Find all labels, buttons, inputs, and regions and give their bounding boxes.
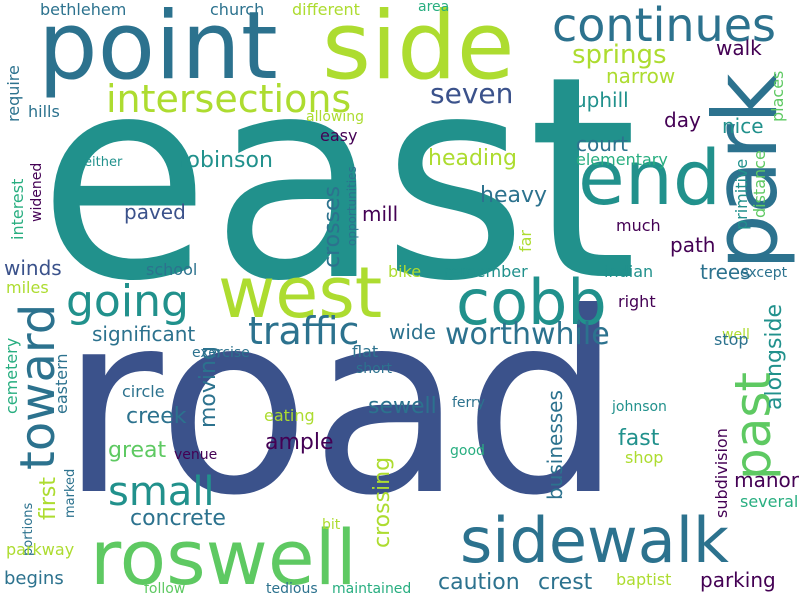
word-businesses: businesses <box>543 390 567 500</box>
word-except: except <box>740 265 788 281</box>
word-much: much <box>616 216 661 235</box>
word-significant: significant <box>92 322 196 346</box>
word-creek: creek <box>126 404 187 429</box>
word-primitive: primitive <box>732 158 751 230</box>
word-require: require <box>4 65 23 122</box>
word-venue: venue <box>174 447 218 463</box>
word-road: road <box>60 259 623 550</box>
word-walk: walk <box>716 36 762 60</box>
word-well: well <box>722 327 750 343</box>
word-eating: eating <box>264 406 315 425</box>
word-intersections: intersections <box>106 77 352 121</box>
word-bike: bike <box>388 262 422 281</box>
word-flat: flat <box>352 342 379 361</box>
word-subdivision: subdivision <box>712 428 731 518</box>
word-going: going <box>66 276 189 327</box>
word-concrete: concrete <box>130 506 226 531</box>
word-crossing: crossing <box>370 456 395 548</box>
word-area: area <box>418 0 450 15</box>
word-sidewalk: sidewalk <box>460 504 729 577</box>
word-begins: begins <box>4 568 64 589</box>
word-johnson: johnson <box>612 399 667 415</box>
word-exercise: exercise <box>192 345 250 361</box>
word-distance: distance <box>750 150 769 218</box>
word-ferry: ferry <box>452 395 486 411</box>
word-remember: remember <box>444 262 528 281</box>
word-interest: interest <box>8 178 27 240</box>
word-wide: wide <box>389 320 436 344</box>
word-sewell: sewell <box>368 394 437 419</box>
word-ample: ample <box>265 430 334 455</box>
word-eastern: eastern <box>52 353 71 414</box>
word-indian: indian <box>604 262 654 281</box>
word-school: school <box>146 260 198 279</box>
word-either: either <box>84 155 123 170</box>
word-tedious: tedious <box>266 581 318 597</box>
word-caution: caution <box>438 570 520 595</box>
word-worthwhile: worthwhile <box>445 317 610 352</box>
word-several: several <box>740 492 799 511</box>
word-manor: manor <box>734 468 799 492</box>
word-cobb: cobb <box>456 266 607 339</box>
word-miles: miles <box>6 278 49 297</box>
word-elementary: elementary <box>576 150 668 169</box>
word-paved: paved <box>124 200 186 224</box>
word-robinson: robinson <box>178 148 273 173</box>
word-widened: widened <box>29 162 45 222</box>
word-short: short <box>356 361 392 377</box>
word-parking: parking <box>700 568 776 592</box>
word-side: side <box>322 0 515 101</box>
word-point: point <box>38 0 278 101</box>
word-end: end <box>578 133 722 222</box>
word-bit: bit <box>322 517 341 533</box>
word-maintained: maintained <box>332 581 412 597</box>
word-small: small <box>108 469 215 515</box>
word-seven: seven <box>430 77 514 110</box>
word-different: different <box>292 0 360 19</box>
word-mill: mill <box>362 202 399 226</box>
word-fast: fast <box>618 426 660 451</box>
word-hills: hills <box>28 102 60 121</box>
word-heavy: heavy <box>480 183 547 208</box>
word-springs: springs <box>572 40 667 70</box>
word-places: places <box>768 70 787 122</box>
word-crest: crest <box>538 570 593 595</box>
word-bethlehem: bethlehem <box>40 0 127 19</box>
word-shop: shop <box>625 448 664 467</box>
word-trees: trees <box>700 260 751 284</box>
word-cemetery: cemetery <box>2 337 21 414</box>
word-easy: easy <box>320 126 358 145</box>
word-day: day <box>664 108 701 132</box>
word-parkway: parkway <box>6 540 75 559</box>
word-first: first <box>36 477 61 520</box>
word-marked: marked <box>63 468 78 518</box>
word-baptist: baptist <box>616 570 672 589</box>
word-roswell: roswell <box>90 513 357 600</box>
word-great: great <box>108 438 167 463</box>
word-traffic: traffic <box>248 309 360 353</box>
word-follow: follow <box>144 581 186 597</box>
word-court: court <box>576 132 628 156</box>
word-narrow: narrow <box>606 64 676 88</box>
word-east: east <box>38 17 638 343</box>
word-winds: winds <box>4 256 62 280</box>
word-west: west <box>218 252 383 334</box>
word-stop: stop <box>714 330 749 349</box>
word-heading: heading <box>428 146 517 171</box>
word-crosses: crosses <box>320 185 345 268</box>
word-far: far <box>516 229 535 252</box>
word-opportunities: opportunities <box>345 166 359 246</box>
word-allowing: allowing <box>306 109 365 125</box>
word-continues: continues <box>552 0 776 52</box>
word-circle: circle <box>122 382 165 401</box>
word-good: good <box>450 443 485 459</box>
word-uphill: uphill <box>574 88 629 112</box>
word-path: path <box>670 233 716 257</box>
word-right: right <box>618 292 656 311</box>
word-nice: nice <box>722 114 764 138</box>
word-church: church <box>210 0 265 19</box>
word-alongside: alongside <box>762 303 787 410</box>
